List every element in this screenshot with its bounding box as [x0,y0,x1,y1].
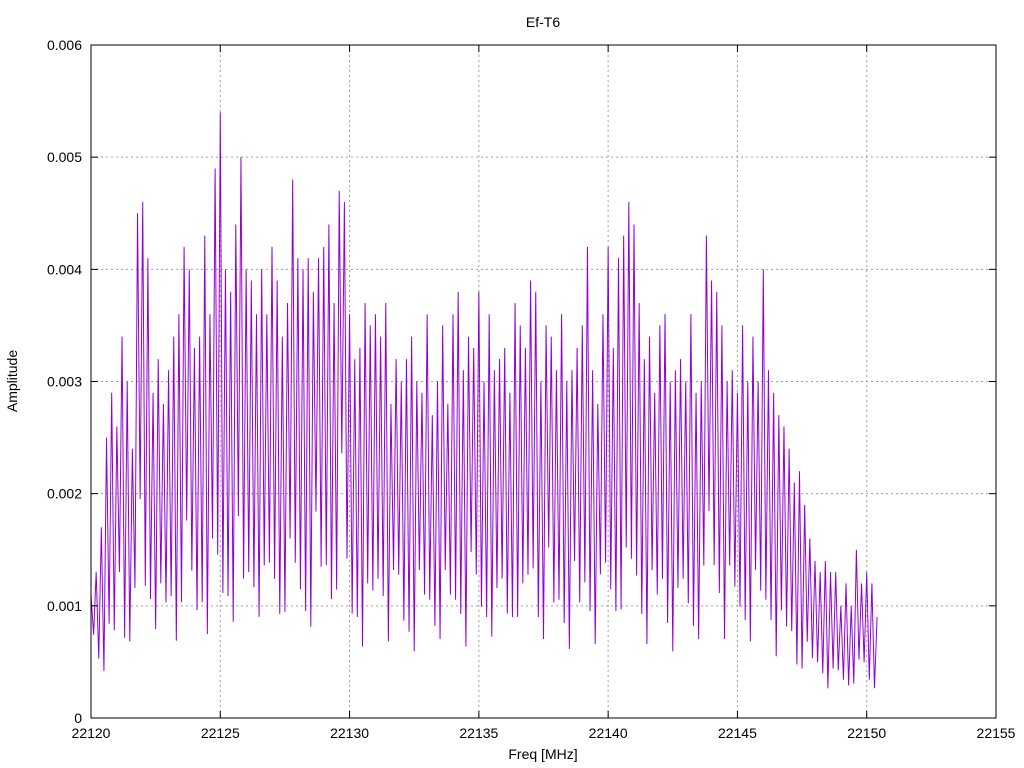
y-tick-label: 0.005 [47,149,82,165]
y-tick-label: 0 [74,710,82,726]
series-line [90,112,878,689]
data-series [90,112,878,689]
x-tick-label: 22135 [459,725,498,741]
x-tick-label: 22155 [977,725,1016,741]
y-tick-labels: 0 0.001 0.002 0.003 0.004 0.005 0.006 [47,37,82,726]
x-tick-label: 22130 [330,725,369,741]
y-tick-label: 0.004 [47,261,82,277]
y-tick-label: 0.006 [47,37,82,53]
x-tick-label: 22140 [589,725,628,741]
x-tick-label: 22150 [847,725,886,741]
x-tick-labels: 22120 22125 22130 22135 22140 22145 22150 22155 [72,725,1016,741]
x-tick-label: 22125 [201,725,240,741]
y-tick-label: 0.001 [47,598,82,614]
x-axis-label: Freq [MHz] [508,746,577,762]
axis-ticks [90,44,997,719]
grid [91,45,996,718]
chart-title: Ef-T6 [526,14,560,30]
x-tick-label: 22145 [718,725,757,741]
y-tick-label: 0.002 [47,486,82,502]
y-tick-label: 0.003 [47,374,82,390]
y-axis-label: Amplitude [4,350,20,412]
x-tick-label: 22120 [72,725,111,741]
